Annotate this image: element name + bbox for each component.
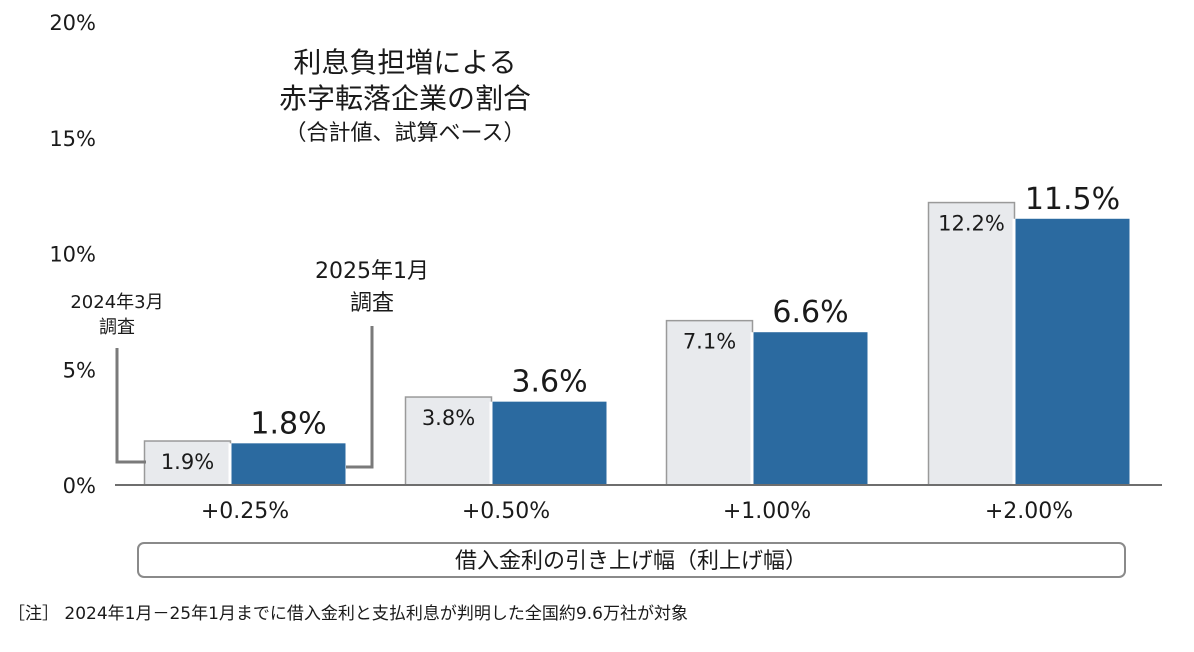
bar-curr-survey [492, 401, 607, 485]
y-axis-ticks: 0% 5% 10% 15% 20% [49, 11, 96, 498]
bar-curr-survey [1015, 218, 1130, 485]
chart-subtitle: （合計値、試算ベース） [285, 121, 526, 146]
chart-title-line-1: 利息負担増による [293, 46, 516, 79]
bar-separator [1012, 218, 1016, 485]
callout-prev-leader [115, 348, 146, 464]
y-tick-label: 5% [63, 358, 96, 382]
x-tick-label: +0.50% [462, 499, 550, 524]
y-tick-label: 10% [49, 243, 96, 267]
bar-prev-survey [927, 201, 1016, 486]
data-label-prev: 1.9% [161, 450, 214, 474]
y-tick-label: 20% [49, 11, 96, 35]
bar-prev-survey [665, 319, 754, 486]
bar-separator [750, 332, 754, 485]
data-label-prev: 3.8% [422, 406, 475, 430]
bar-curr-survey [231, 443, 346, 485]
data-label-curr: 1.8% [250, 406, 326, 441]
y-tick-label: 0% [63, 474, 96, 498]
callout-prev-survey: 2024年3月 調査 [70, 292, 164, 464]
callout-prev-line-2: 調査 [99, 317, 135, 338]
data-label-curr: 3.6% [511, 365, 587, 400]
data-label-prev: 7.1% [683, 330, 736, 354]
chart-title-line-2: 赤字転落企業の割合 [279, 82, 531, 115]
x-axis-label-box [137, 542, 1126, 578]
callout-curr-survey: 2025年1月 調査 [315, 259, 429, 469]
bar-curr-survey [753, 332, 868, 485]
x-axis-ticks: +0.25% +0.50% +1.00% +2.00% [201, 499, 1073, 524]
callout-curr-line-2: 調査 [350, 291, 394, 316]
bar-separator [228, 443, 232, 485]
bar-prev-survey [404, 396, 493, 486]
x-axis-label: 借入金利の引き上げ幅（利上げ幅） [455, 549, 807, 574]
x-tick-label: +2.00% [985, 499, 1073, 524]
bars-group: 1.9% 1.8% 3.8% 3.6% 7.1% 6.6% 12.2% 11.5% [143, 182, 1130, 486]
x-tick-label: +0.25% [201, 499, 289, 524]
data-label-prev: 12.2% [938, 212, 1005, 236]
footnote: ［注］ 2024年1月－25年1月までに借入金利と支払利息が判明した全国約9.6… [8, 604, 688, 624]
callout-curr-line-1: 2025年1月 [315, 259, 429, 284]
y-tick-label: 15% [49, 127, 96, 151]
callout-curr-leader [346, 326, 374, 469]
bar-separator [489, 401, 493, 485]
data-label-curr: 6.6% [772, 295, 848, 330]
x-tick-label: +1.00% [723, 499, 811, 524]
data-label-curr: 11.5% [1025, 182, 1120, 217]
callout-prev-line-1: 2024年3月 [70, 292, 163, 313]
